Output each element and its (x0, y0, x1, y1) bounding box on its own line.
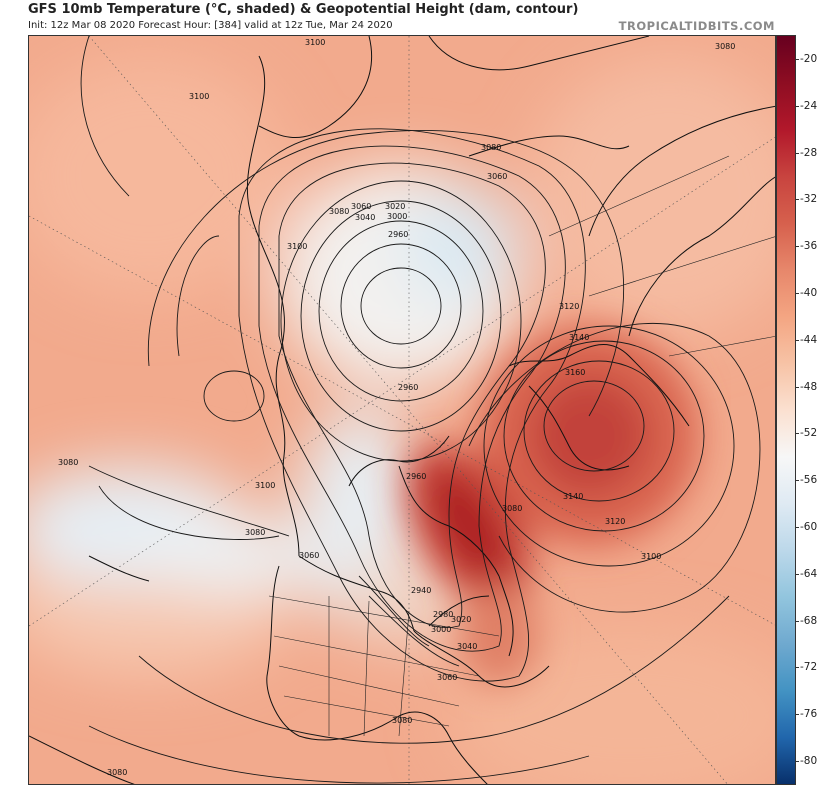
colorbar-tick-label: -80 (800, 755, 818, 767)
contour-label: 3000 (387, 212, 407, 221)
contour-label: 2960 (398, 383, 418, 392)
colorbar-tick-label: -68 (800, 614, 818, 627)
contour-label: 2940 (411, 586, 431, 595)
contour-label: 3100 (287, 242, 307, 251)
contour-label: 3000 (431, 625, 451, 634)
contour-label: 3080 (481, 143, 501, 152)
colorbar-tick-mark (795, 59, 799, 60)
colorbar-tick-mark (795, 433, 799, 435)
contour-label: 3020 (385, 202, 405, 211)
colorbar-tick-label: -36 (800, 240, 818, 253)
colorbar-tick-mark (795, 527, 799, 528)
brand-watermark: TROPICALTIDBITS.COM (618, 19, 775, 33)
colorbar-tick-mark (795, 573, 799, 575)
colorbar-tick-label: -56 (800, 474, 818, 487)
contour-label: 3100 (641, 552, 661, 561)
graticule (29, 36, 775, 784)
contour-label: 3080 (392, 716, 412, 725)
contour-label: 3060 (351, 202, 371, 211)
colorbar-tick-mark (795, 620, 799, 622)
contour-label: 3140 (569, 333, 589, 342)
contour-label: 3060 (487, 172, 507, 181)
chart-title: GFS 10mb Temperature (°C, shaded) & Geop… (28, 2, 579, 17)
colorbar-tick-mark (795, 761, 799, 762)
contour-label: 3020 (451, 615, 471, 624)
contour-label: 3100 (305, 38, 325, 47)
colorbar-tick-mark (795, 246, 799, 248)
colorbar-tick-label: -60 (800, 521, 818, 533)
temperature-colorbar (776, 35, 796, 785)
contour-label-group: 3100 3080 3100 3080 3060 3080 3060 3040 … (58, 38, 735, 777)
contour-label: 3080 (715, 42, 735, 51)
colorbar-tick-mark (795, 152, 799, 154)
borders (268, 155, 775, 737)
colorbar-tick-label: -76 (800, 708, 818, 721)
colorbar-tick-label: -72 (800, 661, 818, 674)
colorbar-tick-mark (795, 293, 799, 294)
contour-label: 2960 (406, 472, 426, 481)
colorbar-tick-mark (795, 386, 799, 388)
contour-label: 3080 (245, 528, 265, 537)
colorbar-tick-label: -28 (800, 146, 818, 159)
colorbar-tick-label: -52 (800, 427, 818, 440)
colorbar-tick-mark (795, 105, 799, 107)
contour-label: 3080 (502, 504, 522, 513)
contour-label: 3060 (299, 551, 319, 560)
colorbar-tick-label: -40 (800, 287, 818, 299)
contour-label: 3100 (255, 481, 275, 490)
contour-label: 3040 (457, 642, 477, 651)
colorbar-tick-mark (795, 714, 799, 716)
colorbar-tick-label: -20 (800, 53, 818, 65)
colorbar-tick-label: -32 (800, 193, 818, 206)
contour-label: 3080 (329, 207, 349, 216)
contour-label: 3160 (565, 368, 585, 377)
forecast-map: 3100 3080 3100 3080 3060 3080 3060 3040 … (28, 35, 776, 785)
map-svg: 3100 3080 3100 3080 3060 3080 3060 3040 … (29, 36, 775, 784)
colorbar-tick-label: -48 (800, 380, 818, 393)
colorbar-tick-mark (795, 339, 799, 341)
colorbar-tick-label: -24 (800, 99, 818, 112)
contour-label: 3100 (189, 92, 209, 101)
warm-anomaly (406, 326, 699, 686)
contour-label: 3040 (355, 213, 375, 222)
contour-label: 3140 (563, 492, 583, 501)
colorbar-tick-label: -64 (800, 567, 818, 580)
colorbar-tick-mark (795, 667, 799, 669)
contour-label: 3120 (605, 517, 625, 526)
contour-label: 3120 (559, 302, 579, 311)
contour-label: 3060 (437, 673, 457, 682)
contour-label: 3080 (107, 768, 127, 777)
height-contours (80, 36, 761, 784)
colorbar-tick-mark (795, 199, 799, 201)
contour-label: 2980 (433, 610, 453, 619)
chart-subtitle: Init: 12z Mar 08 2020 Forecast Hour: [38… (28, 20, 393, 31)
colorbar-tick-mark (795, 480, 799, 482)
colorbar-tick-label: -44 (800, 333, 818, 346)
contour-label: 2960 (388, 230, 408, 239)
contour-label: 3080 (58, 458, 78, 467)
shading-field (29, 56, 775, 784)
